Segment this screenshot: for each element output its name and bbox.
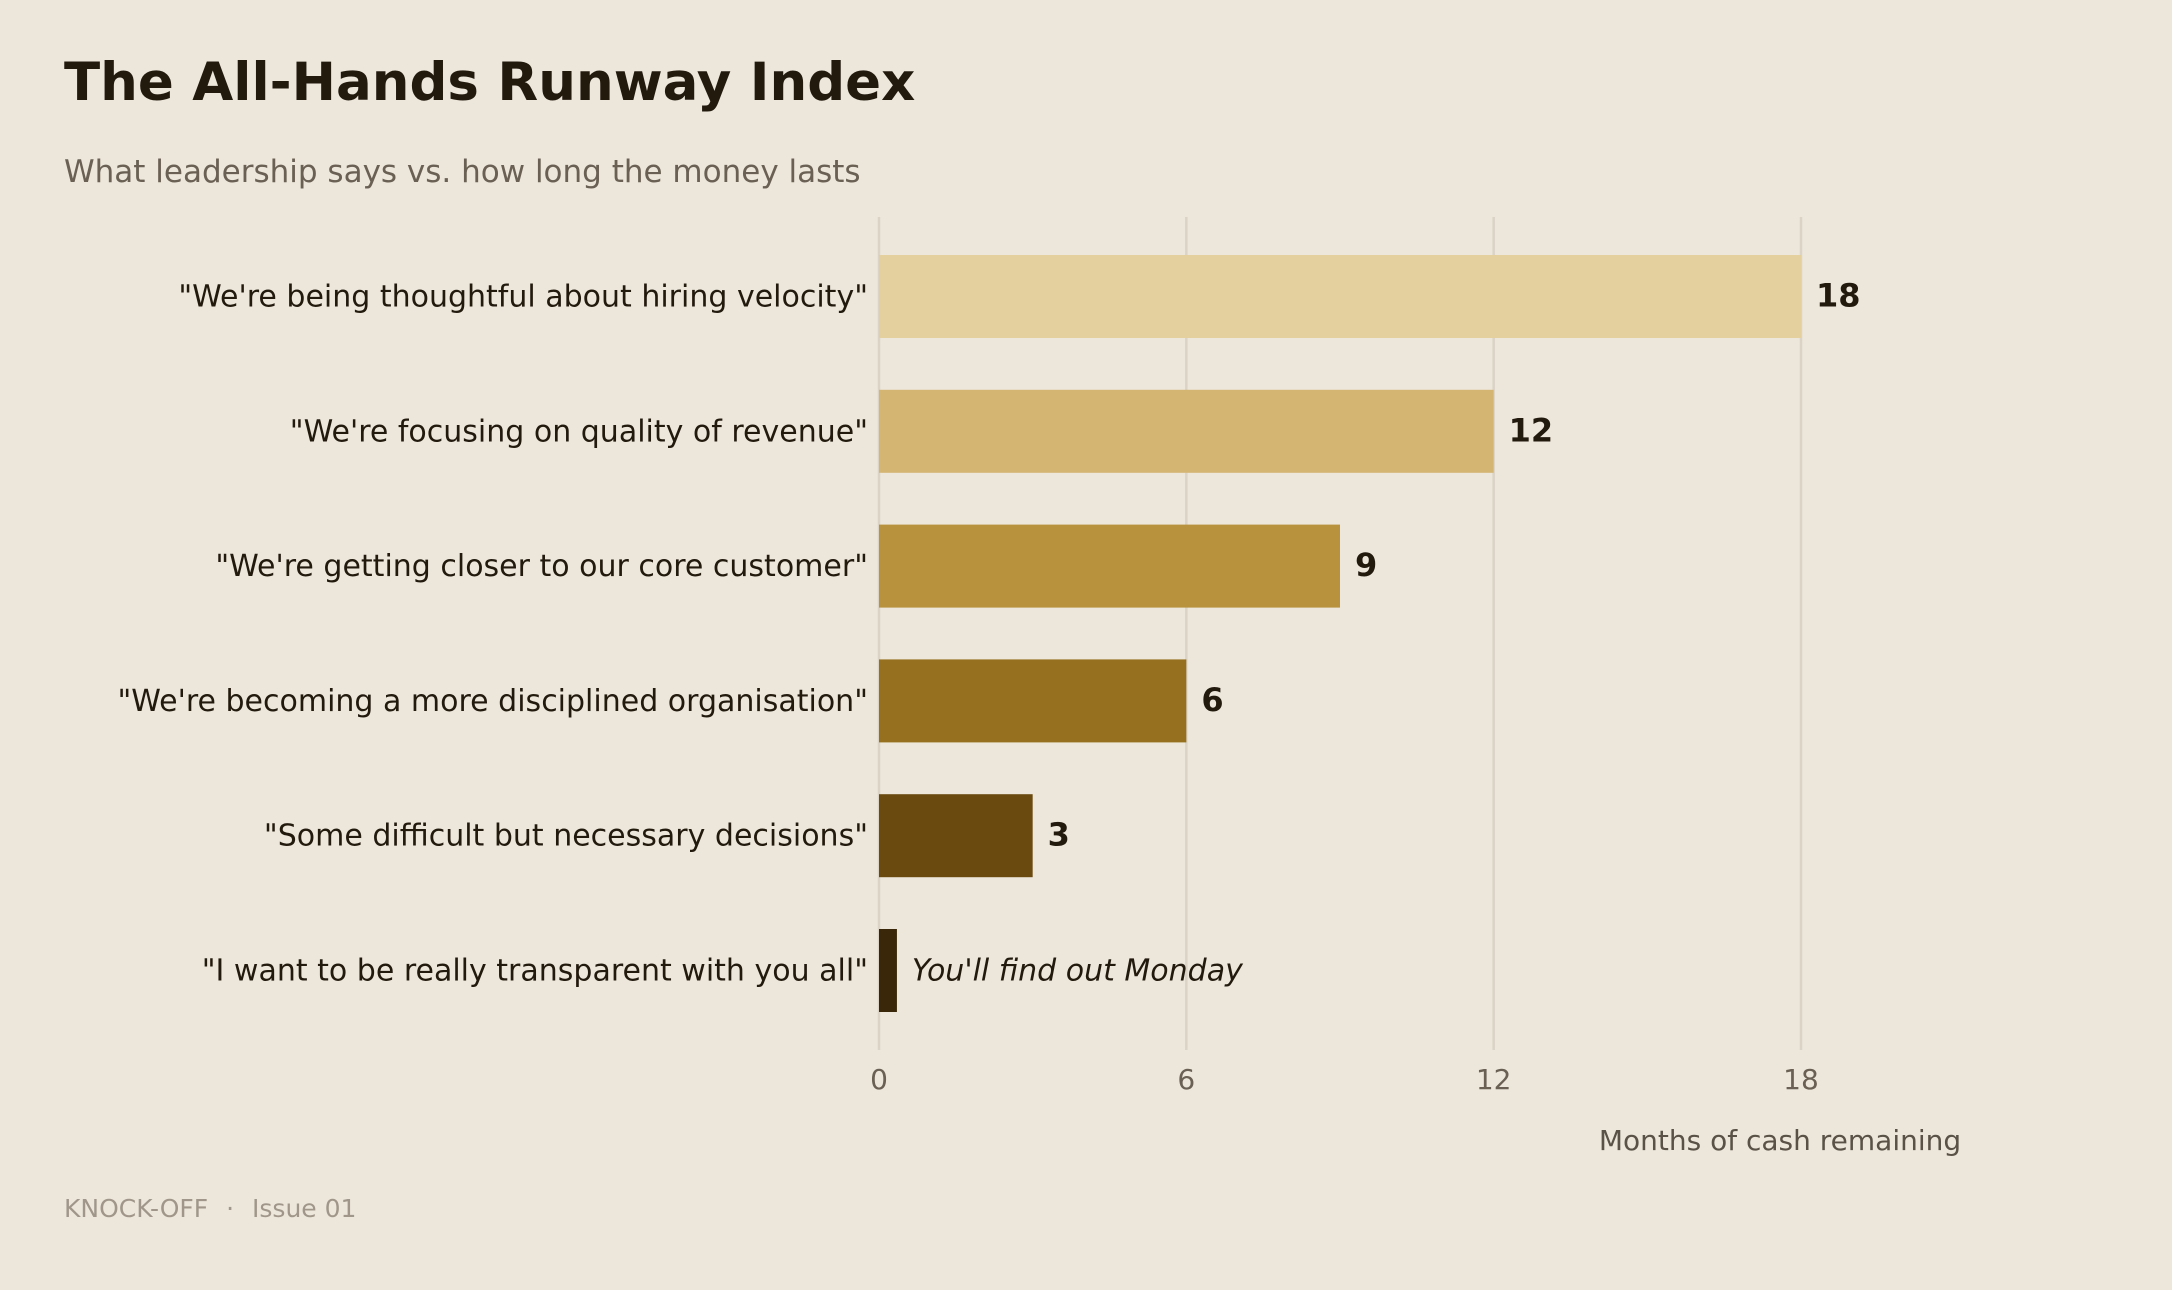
footer-separator: · <box>226 1194 235 1223</box>
footer: KNOCK-OFF · Issue 01 <box>64 1194 356 1223</box>
bar-5 <box>879 929 897 1012</box>
category-label-0: "We're being thoughtful about hiring vel… <box>178 280 868 315</box>
chart-subtitle: What leadership says vs. how long the mo… <box>64 154 861 190</box>
x-axis-label: Months of cash remaining <box>1599 1124 1961 1157</box>
bar-2 <box>879 524 1340 608</box>
bar-0 <box>879 255 1801 338</box>
bar-1 <box>879 389 1494 473</box>
value-label-1: 12 <box>1509 411 1554 449</box>
bar-4 <box>879 794 1033 878</box>
annotation-label: You'll find out Monday <box>912 954 1244 989</box>
category-label-2: "We're getting closer to our core custom… <box>215 549 868 584</box>
footer-brand: KNOCK-OFF <box>64 1194 209 1223</box>
bar-3 <box>879 659 1187 743</box>
value-label-0: 18 <box>1816 277 1861 315</box>
category-label-1: "We're focusing on quality of revenue" <box>290 414 868 449</box>
category-label-5: "I want to be really transparent with yo… <box>202 954 868 989</box>
value-label-4: 3 <box>1048 816 1070 854</box>
x-tick-label-1: 6 <box>1177 1063 1195 1096</box>
x-tick-label-0: 0 <box>870 1063 888 1096</box>
x-tick-label-2: 12 <box>1476 1063 1512 1096</box>
category-label-3: "We're becoming a more disciplined organ… <box>117 684 868 719</box>
footer-issue: Issue 01 <box>252 1194 357 1223</box>
chart-title: The All-Hands Runway Index <box>64 52 916 113</box>
x-tick-label-3: 18 <box>1783 1063 1819 1096</box>
value-label-3: 6 <box>1201 681 1223 719</box>
value-label-2: 9 <box>1355 546 1377 584</box>
category-label-4: "Some difficult but necessary decisions" <box>264 819 868 854</box>
